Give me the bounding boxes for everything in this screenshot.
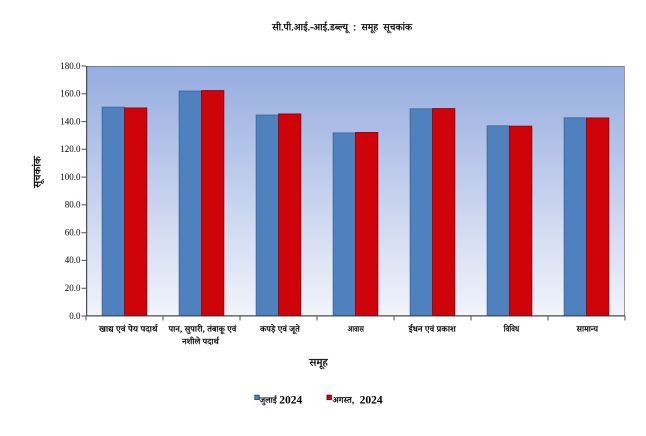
svg-text:120.0: 120.0	[60, 144, 81, 154]
svg-text:60.0: 60.0	[65, 228, 81, 238]
svg-text:40.0: 40.0	[65, 255, 81, 265]
svg-text:100.0: 100.0	[60, 172, 81, 182]
svg-text:2024: 2024	[360, 394, 383, 406]
svg-text:160.0: 160.0	[60, 89, 81, 99]
svg-text:0.0: 0.0	[69, 311, 81, 321]
svg-text:80.0: 80.0	[65, 200, 81, 210]
svg-text:20.0: 20.0	[65, 283, 81, 293]
svg-text:180.0: 180.0	[60, 61, 81, 71]
svg-text:140.0: 140.0	[60, 116, 81, 126]
svg-text:2024: 2024	[279, 394, 302, 406]
